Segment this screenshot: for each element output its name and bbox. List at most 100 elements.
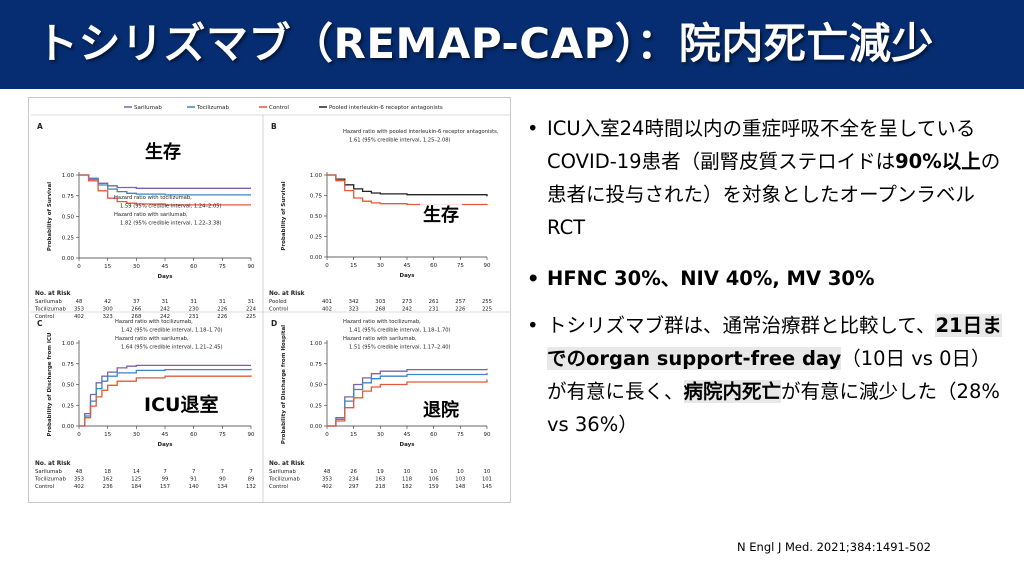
panel-b-at-risk-value: 226 [455,307,466,313]
panel-b-y-tick-label: 1.00 [310,173,323,179]
panel-d-at-risk-value: 10 [484,469,491,475]
bullet-results: トシリズマブ群は、通常治療群と比較して、21日までのorgan support-… [527,309,1007,441]
panel-a-at-risk-value: 323 [103,314,113,320]
panel-c-x-tick-label: 75 [219,432,226,438]
panel-d-at-risk-value: 148 [455,484,466,490]
legend-label-sarilumab: Sarilumab [134,105,162,111]
panel-a-annotation-line: 1.59 (95% credible interval, 1.24–2.05) [120,204,222,210]
panel-d-at-risk-row-label: Tocilizumab [268,477,300,483]
panel-b-annotation-line: 1.61 (95% credible interval, 1.25–2.08) [349,138,451,144]
panel-b-series-control [327,174,488,206]
panel-d-at-risk-title: No. at Risk [269,461,305,467]
panel-d-x-tick-label: 75 [457,432,464,438]
panel-c-x-tick-label: 15 [104,432,111,438]
panel-d-at-risk-value: 145 [482,484,492,490]
panel-c-at-risk-value: 7 [249,469,252,475]
km-figure-svg: Sarilumab Tocilizumab Control Pooled interl… [31,105,510,503]
citation: N Engl J Med. 2021;384:1491-502 [737,540,931,554]
panel-c-at-risk-value: 90 [219,477,226,483]
panel-c-at-risk-value: 353 [74,477,84,483]
panel-a-at-risk-value: 402 [74,314,84,320]
panel-d-at-risk-value: 10 [430,469,437,475]
bullet-list: ICU入室24時間以内の重症呼吸不全を呈しているCOVID-19患者（副腎皮質ス… [527,112,1007,441]
panel-a-at-risk-value: 225 [246,314,256,320]
panel-b-at-risk-value: 268 [375,307,386,313]
panel-c-at-risk-title: No. at Risk [35,461,71,467]
panel-d-at-risk-value: 10 [404,469,411,475]
panel-d-at-risk-value: 402 [322,484,332,490]
panel-a-at-risk-value: 226 [217,307,228,313]
panel-d-x-tick-label: 30 [377,432,384,438]
panel-a-y-tick-label: 0.00 [62,256,75,262]
legend-label-control: Control [269,105,289,111]
panel-c-at-risk-value: 7 [192,469,195,475]
panel-d-series-control [327,379,488,427]
panel-b-y-tick-label: 0.00 [310,255,323,261]
panel-b-at-risk-row-label: Control [269,307,288,313]
panel-c-series-control [79,375,252,427]
panel-d-x-axis-label: Days [400,442,416,448]
panel-d-at-risk-value: 48 [324,469,331,475]
panel-c-at-risk-value: 14 [133,469,140,475]
panel-d-at-risk-value: 10 [457,469,464,475]
panel-a-at-risk-value: 230 [189,307,200,313]
bullet-respiratory-support: HFNC 30%、NIV 40%, MV 30% [527,262,1007,295]
panel-d-series-tocilizumab [327,372,488,427]
panel-a-x-tick-label: 30 [133,264,140,270]
panel-c-at-risk-value: 157 [160,484,170,490]
panel-b-x-tick-label: 15 [350,263,357,269]
panel-d-x-tick-label: 90 [484,432,491,438]
panel-d-y-axis-label: Probability of Discharge from Hospital [281,325,287,444]
title-bar: トシリズマブ（REMAP-CAP）：院内死亡減少 [0,0,1024,89]
panel-a-at-risk-value: 242 [160,314,170,320]
panel-d-at-risk-value: 26 [350,469,357,475]
panel-c-at-risk-value: 134 [217,484,228,490]
panel-b-series-pooled [327,174,488,197]
panel-b-at-risk-value: 225 [482,307,492,313]
panel-a-at-risk-value: 42 [104,299,111,305]
panel-b-y-tick-label: 0.50 [310,214,323,220]
panel-b-x-tick-label: 75 [457,263,464,269]
bullet-3-text-a: トシリズマブ群は、通常治療群と比較して、 [547,314,936,337]
panel-a-at-risk-value: 231 [189,314,199,320]
panel-c-at-risk-value: 236 [103,484,114,490]
panel-a-series-sarilumab [79,174,251,189]
panel-a-x-tick-label: 60 [190,264,197,270]
panel-d-at-risk-row-label: Control [269,484,288,490]
panel-d-at-risk-value: 297 [349,484,359,490]
panel-c-annotation-line: Hazard ratio with tocilizumab, [115,319,193,325]
panel-c-y-tick-label: 1.00 [62,341,75,347]
panel-d-annotation-line: Hazard ratio with sarilumab, [343,336,417,342]
panel-a-at-risk-value: 242 [160,307,170,313]
panel-b-x-tick-label: 0 [325,263,329,269]
panel-c-at-risk-value: 125 [131,477,141,483]
panel-b-at-risk-value: 261 [429,299,439,305]
panel-b-at-risk-row-label: Pooled [269,299,287,305]
panel-b-x-tick-label: 45 [404,263,411,269]
panel-c-at-risk-value: 184 [131,484,142,490]
km-figure: Sarilumab Tocilizumab Control Pooled interl… [28,97,511,503]
panel-d-annotation-line: Hazard ratio with tocilizumab, [343,319,421,325]
panel-c-at-risk-value: 7 [163,469,166,475]
overlay-label-c: ICU退室 [141,390,222,417]
bullet-study-design: ICU入室24時間以内の重症呼吸不全を呈しているCOVID-19患者（副腎皮質ス… [527,112,1007,244]
panel-a-x-axis-label: Days [158,274,174,280]
panel-a-annotation-line: 1.82 (95% credible interval, 1.22–3.38) [120,221,222,227]
panel-d-at-risk-value: 19 [377,469,384,475]
panel-a-y-tick-label: 1.00 [62,173,75,179]
panel-a-letter: A [37,122,43,131]
panel-c-y-tick-label: 0.25 [62,403,75,409]
panel-a-annotation-line: Hazard ratio with tocilizumab, [114,195,192,201]
panel-d-at-risk-value: 101 [482,477,492,483]
panel-d-y-tick-label: 0.25 [310,403,323,409]
panel-c-annotation-line: Hazard ratio with sarilumab, [115,336,189,342]
panel-b-letter: B [271,122,277,131]
panel-b-x-tick-label: 30 [377,263,384,269]
bullet-3-highlight-mortality: 病院内死亡 [683,380,782,403]
panel-c-x-tick-label: 30 [133,432,140,438]
panel-c-x-tick-label: 45 [162,432,169,438]
panel-c-at-risk-row-label: Control [35,484,54,490]
panel-d-at-risk-value: 218 [375,484,386,490]
panel-d-annotation-line: 1.51 (95% credible interval, 1.17–2.40) [349,345,451,351]
panel-b-y-axis-label: Probability of Survival [281,181,287,250]
